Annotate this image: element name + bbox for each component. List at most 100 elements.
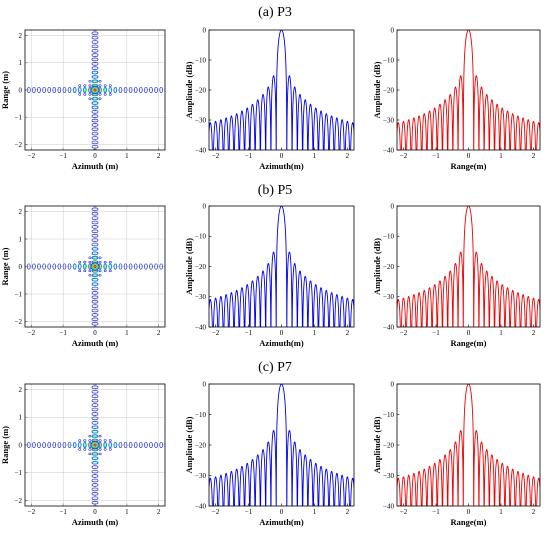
panel-a-contour-azimuth-lobe bbox=[139, 86, 143, 94]
panel-c-contour-azimuth-lobe bbox=[42, 441, 46, 449]
panel-c-range-frame bbox=[396, 383, 541, 507]
panel-a-contour-range-lobe bbox=[92, 71, 98, 75]
panel-b-contour-azimuth-lobe bbox=[47, 263, 51, 270]
panel-c-contour-range-lobe bbox=[91, 478, 99, 483]
panel-c-contour-azimuth-lobe bbox=[103, 442, 107, 448]
panel-c-contour-main-lobe bbox=[92, 442, 98, 448]
panel-b-contour-main-lobe bbox=[91, 262, 99, 271]
panel-c-contour-azimuth-lobe bbox=[139, 441, 143, 449]
panel-c-azimuth: −2 −1 0 1 20−10−20−30−40Azimuth(m)Amplitude … bbox=[184, 380, 355, 527]
panel-c-contour-cross-lobe bbox=[103, 448, 107, 451]
panel-b-contour-range-lobe bbox=[92, 247, 98, 251]
panel-c-contour-xtick-label: −2 bbox=[28, 508, 36, 516]
panel-b-contour-cross-lobe bbox=[98, 256, 102, 259]
panel-b-contour-main-lobe bbox=[91, 263, 99, 270]
panel-c-contour-cross-lobe bbox=[98, 439, 102, 442]
panel-a-contour-azimuth-lobe bbox=[133, 86, 138, 94]
panel-b-azimuth-ytick-label: 0 bbox=[203, 202, 207, 210]
panel-b-range-ytick-label: −20 bbox=[383, 263, 394, 271]
panel-b-contour-range-lobe bbox=[91, 242, 99, 247]
panel-a-contour-range-lobe bbox=[91, 118, 99, 123]
panel-c-azimuth-ytick-label: 0 bbox=[203, 380, 207, 388]
panel-a-contour-range-lobe bbox=[91, 48, 99, 53]
panel-b-contour-azimuth-lobe bbox=[139, 263, 143, 270]
panel-b-contour-range-lobe bbox=[91, 291, 99, 295]
panel-a-contour-azimuth-lobe bbox=[83, 87, 87, 93]
panel-c-contour-azimuth-lobe bbox=[133, 441, 138, 449]
panel-a-contour-main-lobe bbox=[90, 85, 100, 95]
panel-a-contour-ytick-label: 0 bbox=[19, 86, 23, 94]
panel-b-contour-range-lobe bbox=[91, 317, 99, 322]
panel-b-contour-range-lobe bbox=[91, 321, 99, 326]
panel-c-contour-azimuth-lobe bbox=[78, 442, 82, 448]
panel-c-contour-azimuth-lobe bbox=[113, 442, 117, 448]
panel-a-azimuth-ytick-label: −40 bbox=[195, 146, 206, 154]
panel-c-azimuth-ytick-label: −30 bbox=[195, 472, 206, 480]
panel-c-contour-range-lobe bbox=[92, 425, 98, 429]
panel-b-range-plot-area bbox=[397, 206, 540, 327]
panel-b-contour-main-lobe bbox=[90, 262, 100, 271]
panel-b-contour-range-lobe bbox=[92, 251, 98, 255]
panel-c-contour-range-lobe bbox=[91, 421, 99, 425]
panel-a-contour-ytick-label: 2 bbox=[19, 32, 23, 40]
panel-a-contour-range-lobe bbox=[92, 105, 98, 109]
panel-b-azimuth-xtick-label: 1 bbox=[313, 329, 317, 337]
panel-a-range-ylabel: Amplitude (dB) bbox=[372, 61, 382, 118]
panel-a-contour-range-lobe bbox=[91, 57, 99, 62]
panel-a-contour-contours bbox=[25, 30, 165, 150]
panel-c-contour-azimuth-lobe bbox=[144, 441, 148, 449]
panel-b-range-xtick-label: 2 bbox=[532, 329, 536, 337]
panel-c-contour-main-lobe bbox=[93, 443, 97, 447]
panel-a-contour-ytick-label: −2 bbox=[15, 141, 23, 149]
panel-a-azimuth: −2 −1 0 1 20−10−20−30−40Azimuth(m)Amplitude … bbox=[184, 26, 355, 171]
panel-a-contour-cross-lobe bbox=[108, 93, 112, 96]
panel-b-contour-range-lobe bbox=[92, 282, 98, 286]
panel-b-contour-range-lobe bbox=[91, 229, 99, 234]
panel-b-azimuth-xtick-label: −1 bbox=[245, 329, 253, 337]
panel-c-range-ytick-label: −20 bbox=[383, 441, 394, 449]
panel-a-contour-xtick-label: −2 bbox=[28, 152, 36, 160]
panel-a-contour-range-lobe bbox=[91, 114, 99, 118]
panel-c-contour-azimuth-lobe bbox=[73, 442, 77, 448]
panel-a-range-ytick-label: 0 bbox=[391, 26, 395, 34]
panel-a-azimuth-ylabel: Amplitude (dB) bbox=[184, 61, 194, 118]
panel-b-azimuth-ytick-label: −30 bbox=[195, 293, 206, 301]
panel-a-contour-azimuth-lobe bbox=[149, 86, 153, 94]
panel-b-contour-range-lobe bbox=[91, 211, 99, 216]
panel-c-range-xtick-label: 1 bbox=[499, 508, 503, 516]
panel-a-contour-range-lobe bbox=[92, 80, 98, 83]
panel-a-contour-ytick-label: −1 bbox=[15, 114, 23, 122]
panel-a-contour-azimuth-lobe bbox=[57, 86, 62, 94]
panel-b-contour-range-lobe bbox=[91, 207, 99, 212]
panel-c-range-xtick-label: 2 bbox=[532, 508, 536, 516]
panel-c-contour-range-lobe bbox=[92, 434, 98, 438]
panel-b-contour-contours bbox=[25, 206, 165, 327]
panel-b-contour-xtick-label: 0 bbox=[93, 329, 97, 337]
panel-a-contour-azimuth-lobe bbox=[118, 86, 123, 94]
panel-b-contour-range-lobe bbox=[91, 220, 99, 225]
panel-b-contour-azimuth-lobe bbox=[83, 264, 87, 269]
panel-a-contour-azimuth-lobe bbox=[42, 86, 46, 94]
panel-b-contour-ytick-label: −1 bbox=[15, 290, 23, 298]
panel-b-contour-azimuth-lobe bbox=[78, 263, 82, 270]
panel-c-contour-cross-lobe bbox=[98, 448, 102, 451]
panel-c-contour-azimuth-lobe bbox=[108, 442, 112, 448]
panel-b-contour-cross-lobe bbox=[78, 260, 82, 264]
panel-a-azimuth-xtick-label: −2 bbox=[212, 152, 220, 160]
panel-c-contour-range-lobe bbox=[91, 483, 99, 487]
panel-c-contour-cross-lobe bbox=[108, 439, 112, 442]
panel-b-contour-cross-lobe bbox=[98, 260, 102, 264]
panel-a-contour-azimuth-lobe bbox=[47, 86, 51, 94]
panel-a-contour-cross-lobe bbox=[98, 97, 102, 100]
panel-a-contour-xtick-label: 1 bbox=[125, 152, 129, 160]
panel-c-contour-range-lobe bbox=[91, 385, 99, 390]
panel-c-contour-frame bbox=[24, 383, 166, 507]
panel-c-contour-ytick-label: 0 bbox=[19, 441, 23, 449]
panel-c-range-ytick-label: −30 bbox=[383, 472, 394, 480]
panel-b-contour-xtick-label: −1 bbox=[59, 329, 67, 337]
panel-a-contour-range-lobe bbox=[91, 140, 99, 145]
panel-b-contour-azimuth-lobe bbox=[37, 263, 41, 270]
panel-b-contour-ytick-label: 1 bbox=[19, 235, 23, 243]
panel-c-contour-azimuth-lobe bbox=[159, 441, 163, 449]
panel-a-contour-main-lobe bbox=[92, 87, 98, 93]
